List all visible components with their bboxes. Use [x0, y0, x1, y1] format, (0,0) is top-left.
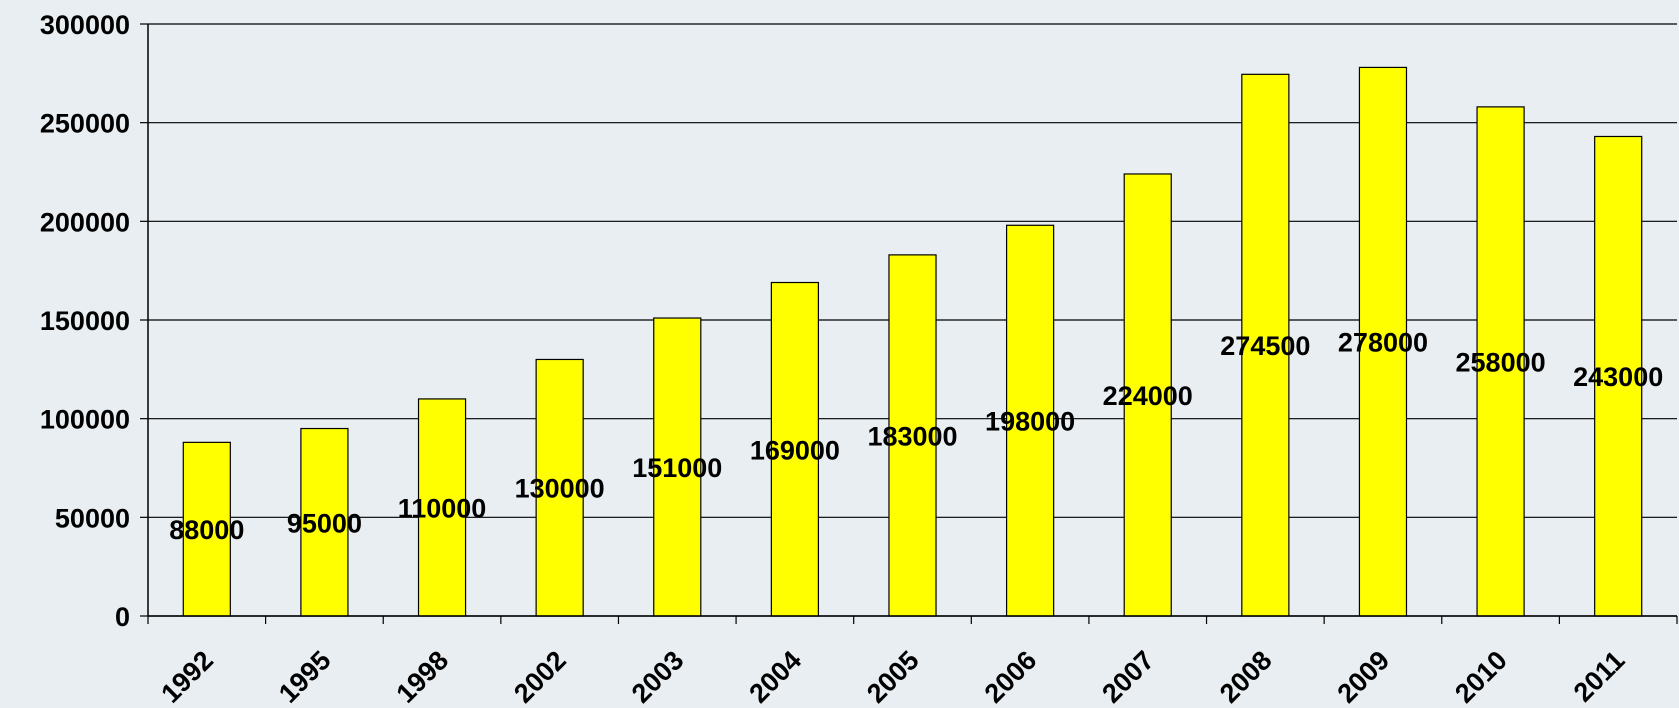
bar-2005 [888, 254, 937, 617]
data-label: 130000 [515, 474, 605, 504]
x-tick-labels: 1992 1995 1998 2002 2003 2004 2005 2006 2007 2008… [155, 645, 1630, 708]
data-label: 224000 [1103, 381, 1193, 411]
bar-2004 [770, 281, 820, 617]
axes [140, 23, 1678, 624]
x-tick-label: 2003 [626, 645, 690, 708]
data-label: 88000 [169, 515, 244, 545]
bars [182, 66, 1643, 617]
bar-1998 [417, 398, 467, 617]
bar-2002 [535, 358, 584, 617]
x-tick-label: 1992 [155, 645, 219, 708]
y-tick-label: 50000 [55, 503, 130, 533]
bar-2011 [1594, 135, 1643, 617]
bar-1995 [300, 427, 349, 617]
x-tick-label: 1995 [273, 645, 337, 708]
data-label: 278000 [1338, 328, 1428, 358]
x-tick-label: 2010 [1449, 645, 1513, 708]
data-label: 274500 [1220, 331, 1310, 361]
x-tick-label: 2011 [1568, 645, 1631, 708]
x-tick-label: 2006 [979, 645, 1043, 708]
data-label: 258000 [1456, 347, 1546, 377]
y-tick-label: 0 [115, 602, 130, 632]
x-tick-label: 2008 [1214, 645, 1278, 708]
data-label: 110000 [398, 493, 487, 523]
x-tick-label: 2004 [743, 645, 807, 708]
bar-2008 [1241, 73, 1290, 617]
data-label: 95000 [287, 508, 362, 538]
x-tick-label: 2005 [861, 645, 925, 708]
y-tick-label: 200000 [40, 207, 130, 237]
x-tick-label: 2002 [508, 645, 572, 708]
data-label: 169000 [750, 435, 840, 465]
bar-2010 [1476, 106, 1525, 617]
data-label: 183000 [867, 421, 957, 451]
bar-2006 [1005, 224, 1055, 617]
y-tick-label: 150000 [40, 306, 130, 336]
x-tick-label: 2007 [1096, 645, 1160, 708]
y-tick-label: 250000 [40, 109, 130, 139]
y-tick-labels: 0 50000 100000 150000 200000 250000 300000 [40, 10, 130, 632]
y-tick-label: 300000 [40, 10, 130, 40]
data-label: 151000 [632, 453, 722, 483]
bar-2009 [1358, 66, 1408, 617]
x-tick-label: 1998 [391, 645, 455, 708]
data-labels: 88000 95000 110000 130000 151000 169000 183000… [169, 328, 1663, 545]
data-label: 198000 [985, 407, 1075, 437]
x-tick-label: 2009 [1332, 645, 1396, 708]
data-label: 243000 [1573, 362, 1663, 392]
bar-2003 [653, 317, 702, 617]
y-tick-label: 100000 [40, 405, 130, 435]
